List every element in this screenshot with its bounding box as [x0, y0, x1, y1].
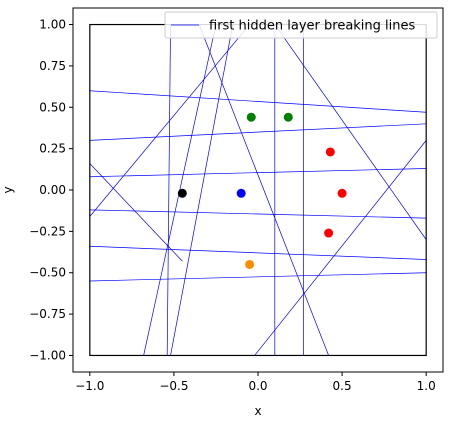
unit-square-layer [89, 23, 427, 357]
breaking-line-4 [89, 245, 427, 260]
data-point-7 [245, 259, 255, 269]
breaking-line-6 [166, 24, 171, 356]
plot-frame [72, 7, 444, 373]
y-tick-label-0: −1.00 [29, 348, 66, 362]
data-point-3 [283, 112, 293, 122]
unit-square [89, 23, 427, 357]
breaking-line-1 [89, 123, 427, 141]
x-tick-label-2: 0.0 [248, 379, 267, 393]
x-tick-label-1: −0.5 [159, 379, 188, 393]
breaking-line-2 [89, 168, 427, 178]
breaking-line-5 [89, 272, 427, 282]
y-tick-label-5: 0.25 [39, 142, 66, 156]
data-point-0 [177, 188, 187, 198]
breaking-line-12 [89, 24, 250, 217]
legend-box [164, 11, 438, 39]
y-tick-label-3: −0.25 [29, 224, 66, 238]
x-ticks: −1.0 −0.5 0.0 0.5 1.0 [75, 372, 436, 393]
y-tick-label-4: 0.00 [39, 183, 66, 197]
x-tick-label-3: 0.5 [333, 379, 352, 393]
breaking-line-11 [198, 24, 329, 356]
legend-entry-label: first hidden layer breaking lines [209, 19, 416, 34]
y-ticks: −1.00 −0.75 −0.50 −0.25 0.00 0.25 0.50 0.75 1.00 [29, 18, 73, 362]
breaking-line-0 [89, 90, 427, 113]
data-point-4 [325, 147, 335, 157]
data-points-layer [177, 112, 347, 269]
y-tick-label-1: −0.75 [29, 307, 66, 321]
breaking-line-14 [274, 24, 427, 240]
breaking-lines-layer [89, 24, 427, 356]
legend: first hidden layer breaking lines [164, 11, 438, 39]
breaking-line-15 [254, 140, 427, 356]
breaking-line-10 [170, 24, 234, 356]
data-point-6 [324, 228, 334, 238]
y-tick-label-7: 0.75 [39, 59, 66, 73]
y-tick-label-6: 0.50 [39, 100, 66, 114]
y-tick-label-8: 1.00 [39, 18, 66, 32]
data-point-2 [246, 112, 256, 122]
y-tick-label-2: −0.50 [29, 266, 66, 280]
x-tick-label-4: 1.0 [417, 379, 436, 393]
data-point-5 [337, 188, 347, 198]
x-axis-label: x [254, 404, 261, 418]
breaking-line-3 [89, 209, 427, 219]
breaking-line-13 [89, 163, 183, 262]
y-axis-label: y [1, 186, 15, 193]
x-tick-label-0: −1.0 [75, 379, 104, 393]
data-point-1 [236, 188, 246, 198]
